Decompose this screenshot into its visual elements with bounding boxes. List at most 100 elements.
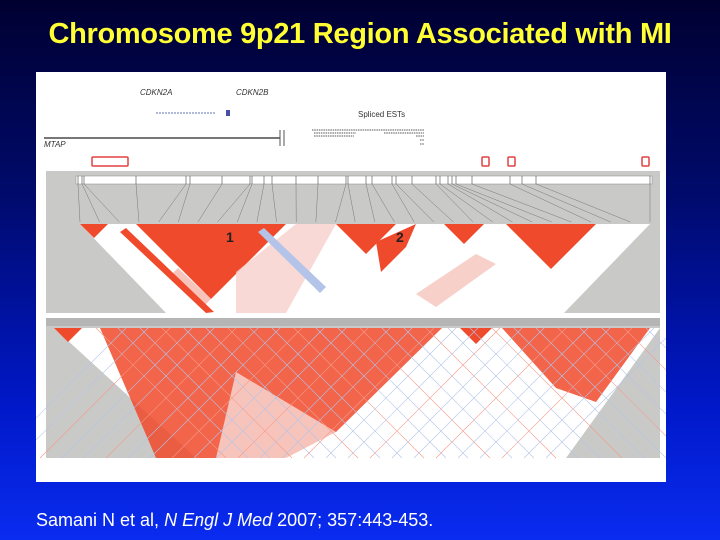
snp-connector: [447, 183, 513, 223]
ld-grid-line: [281, 327, 413, 459]
ld-block-1: [136, 224, 286, 299]
ld-grid-line: [117, 327, 249, 459]
ld-grid-line: [215, 327, 347, 459]
snp-connector: [521, 183, 611, 223]
ld-block: [502, 328, 650, 402]
ld-grid-line: [479, 327, 611, 459]
ld-grid-line: [83, 327, 215, 459]
block-label-1: 1: [226, 229, 234, 245]
associated-region-marker: [91, 156, 129, 167]
ld-grid-line: [347, 327, 479, 459]
ld-grid-line: [557, 327, 666, 437]
ld-grid-line: [369, 327, 501, 459]
citation: Samani N et al, N Engl J Med 2007; 357:4…: [36, 510, 433, 531]
ld-grid-line: [381, 327, 513, 459]
ld-grid-line: [325, 327, 457, 459]
snp-connector: [535, 183, 631, 223]
ld-cell: [258, 228, 326, 293]
snp-connector: [451, 183, 533, 223]
ld-grid-line: [293, 327, 425, 459]
citation-journal: N Engl J Med: [164, 510, 273, 530]
snp-connector: [347, 183, 356, 223]
snp-connector: [391, 183, 415, 223]
snp-marker: [641, 156, 650, 167]
ld-grid-line: [61, 327, 193, 459]
snp-connector: [335, 183, 347, 223]
ld-block: [460, 328, 492, 344]
ld-grid-line: [513, 327, 645, 459]
snp-connector: [158, 183, 187, 223]
ld-grid-line: [315, 327, 447, 459]
snp-connector: [271, 183, 277, 223]
ld-grid-line: [149, 327, 281, 459]
ld-grid-line: [193, 327, 325, 459]
snp-connector: [439, 183, 493, 223]
citation-authors: Samani N et al,: [36, 510, 165, 530]
ld-plot: 1 2: [36, 110, 666, 459]
ld-cell: [376, 224, 416, 272]
ld-grid-line: [601, 327, 666, 393]
ld-grid-line: [447, 327, 579, 459]
ld-grid-line: [623, 327, 666, 371]
ld-block: [444, 224, 484, 244]
snp-connector: [455, 183, 552, 223]
ld-grid-line: [579, 327, 666, 415]
ld-block: [54, 328, 82, 342]
snp-connector: [395, 183, 434, 223]
ld-block: [80, 224, 108, 238]
ld-grid-line: [535, 327, 666, 459]
snp-connector: [197, 183, 223, 223]
est-label: Spliced ESTs: [358, 110, 406, 119]
ld-grid-line: [271, 327, 403, 459]
snp-connector: [365, 183, 376, 223]
snp-connector: [471, 183, 572, 223]
snp-connector: [135, 183, 140, 223]
gene-label-cdkn2a: CDKN2A: [140, 88, 173, 97]
snp-connector: [81, 183, 100, 223]
ld-grid-line: [413, 327, 545, 459]
ld-grid-lines: [36, 327, 666, 459]
snp-position-bar: [75, 175, 653, 185]
snp-connector: [509, 183, 592, 223]
ld-grid-line: [171, 327, 303, 459]
ld-grid-line: [161, 327, 293, 459]
snp-connector: [217, 183, 251, 223]
ld-grid-line: [523, 327, 655, 459]
snp-connector: [83, 183, 120, 223]
snp-connector: [315, 183, 319, 223]
ld-grid-line: [183, 327, 315, 459]
ld-grid-line: [435, 327, 567, 459]
slide-title: Chromosome 9p21 Region Associated with M…: [48, 18, 672, 50]
gene-label-cdkn2b: CDKN2B: [236, 88, 269, 97]
ld-cell: [171, 268, 211, 306]
ld-grid-line: [237, 327, 369, 459]
snp-connector: [435, 183, 474, 223]
snp-connector: [237, 183, 253, 223]
ld-grid-line: [501, 327, 633, 459]
ld-grid-line: [205, 327, 337, 459]
ld-grid-line: [303, 327, 435, 459]
snp-marker: [507, 156, 516, 167]
ld-grid-line: [39, 327, 171, 459]
ld-grid-line: [249, 327, 381, 459]
citation-details: 2007; 357:443-453.: [272, 510, 434, 530]
ld-cell: [216, 372, 336, 458]
ld-grid-line: [337, 327, 469, 459]
snp-connector: [77, 183, 81, 223]
ld-grid-line: [105, 327, 237, 459]
ld-block: [506, 224, 596, 269]
snp-connector: [178, 183, 191, 223]
ld-block-2: [336, 224, 396, 254]
ld-grid-line: [36, 327, 149, 441]
ld-grid-line: [36, 327, 127, 419]
ld-grid-line: [139, 327, 271, 459]
ld-grid-line: [403, 327, 535, 459]
spliced-ests: [312, 129, 424, 145]
ld-grid-line: [457, 327, 589, 459]
ld-grid-line: [425, 327, 557, 459]
snp-connector: [371, 183, 395, 223]
ld-cell: [416, 254, 496, 307]
ld-cell: [120, 228, 214, 313]
ld-cell: [236, 224, 336, 313]
ld-grid-line: [391, 327, 523, 459]
